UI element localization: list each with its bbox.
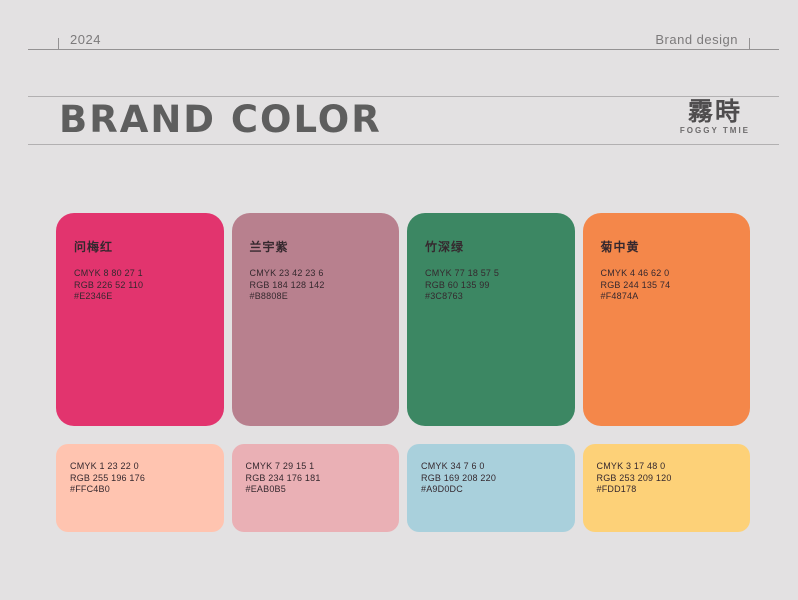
color-swatch-card-small: CMYK 7 29 15 1 RGB 234 176 181 #EAB0B5 <box>231 444 399 532</box>
swatch-cmyk: CMYK 8 80 27 1 <box>74 268 143 278</box>
header-right-tick <box>749 38 750 49</box>
swatch-specs: CMYK 8 80 27 1 RGB 226 52 110 #E2346E <box>74 268 206 303</box>
swatch-specs: CMYK 4 46 62 0 RGB 244 135 74 #F4874A <box>601 268 733 303</box>
header-label: Brand design <box>655 32 738 47</box>
swatch-specs: CMYK 1 23 22 0 RGB 255 196 176 #FFC4B0 <box>70 461 210 496</box>
main-swatch-row: 问梅红 CMYK 8 80 27 1 RGB 226 52 110 #E2346… <box>56 213 750 426</box>
swatch-hex: #F4874A <box>600 291 639 302</box>
swatch-rgb: RGB 60 135 99 <box>425 279 490 290</box>
color-swatch-card-small: CMYK 3 17 48 0 RGB 253 209 120 #FDD178 <box>582 444 750 532</box>
swatch-rgb: RGB 226 52 110 <box>74 279 144 290</box>
brand-logo-cn: 霧時 <box>687 97 742 126</box>
header-left-tick <box>58 38 59 49</box>
swatch-rgb: RGB 234 176 181 <box>245 472 321 483</box>
swatch-rgb: RGB 255 196 176 <box>70 472 146 483</box>
header-rule <box>28 49 779 50</box>
swatch-specs: CMYK 77 18 57 5 RGB 60 135 99 #3C8763 <box>425 268 557 303</box>
secondary-swatch-row: CMYK 1 23 22 0 RGB 255 196 176 #FFC4B0 C… <box>56 444 750 532</box>
swatch-hex: #B8808E <box>249 291 288 302</box>
title-bottom-rule <box>28 144 779 145</box>
brand-logo-en: FOGGY TMIE <box>679 126 750 135</box>
swatch-rgb: RGB 253 209 120 <box>596 472 672 483</box>
swatch-hex: #EAB0B5 <box>245 484 286 495</box>
swatch-specs: CMYK 7 29 15 1 RGB 234 176 181 #EAB0B5 <box>246 461 386 496</box>
brand-logo: 霧時 FOGGY TMIE <box>680 99 750 135</box>
swatch-hex: #FDD178 <box>596 484 637 495</box>
swatch-hex: #E2346E <box>74 291 113 302</box>
color-swatch-card-small: CMYK 1 23 22 0 RGB 255 196 176 #FFC4B0 <box>56 444 224 532</box>
title-top-rule <box>28 96 779 97</box>
color-swatch-card: 竹深绿 CMYK 77 18 57 5 RGB 60 135 99 #3C876… <box>407 213 575 426</box>
color-swatch-card: 菊中黄 CMYK 4 46 62 0 RGB 244 135 74 #F4874… <box>582 213 750 426</box>
swatch-hex: #A9D0DC <box>421 484 463 495</box>
swatch-cmyk: CMYK 1 23 22 0 <box>70 461 139 471</box>
color-swatch-card-small: CMYK 34 7 6 0 RGB 169 208 220 #A9D0DC <box>407 444 575 532</box>
swatch-cmyk: CMYK 77 18 57 5 <box>425 268 500 278</box>
swatch-name: 菊中黄 <box>600 240 640 254</box>
swatch-cmyk: CMYK 3 17 48 0 <box>596 461 666 471</box>
swatch-rgb: RGB 184 128 142 <box>249 279 325 290</box>
color-swatch-card: 兰宇紫 CMYK 23 42 23 6 RGB 184 128 142 #B88… <box>231 213 399 426</box>
swatch-rgb: RGB 244 135 74 <box>600 279 671 290</box>
color-swatch-card: 问梅红 CMYK 8 80 27 1 RGB 226 52 110 #E2346… <box>56 213 224 426</box>
swatch-specs: CMYK 3 17 48 0 RGB 253 209 120 #FDD178 <box>597 461 737 496</box>
swatch-cmyk: CMYK 4 46 62 0 <box>600 268 670 278</box>
swatch-cmyk: CMYK 34 7 6 0 <box>421 461 485 471</box>
swatch-rgb: RGB 169 208 220 <box>421 472 497 483</box>
swatch-cmyk: CMYK 7 29 15 1 <box>245 461 315 471</box>
header-year: 2024 <box>70 32 101 47</box>
page-title: BRAND COLOR <box>59 98 382 141</box>
swatch-name: 兰宇紫 <box>249 240 289 254</box>
swatch-specs: CMYK 23 42 23 6 RGB 184 128 142 #B8808E <box>250 268 382 303</box>
swatch-specs: CMYK 34 7 6 0 RGB 169 208 220 #A9D0DC <box>421 461 561 496</box>
swatch-cmyk: CMYK 23 42 23 6 <box>249 268 324 278</box>
swatch-name: 问梅红 <box>74 240 114 254</box>
swatch-hex: #3C8763 <box>425 291 463 302</box>
swatch-name: 竹深绿 <box>425 240 465 254</box>
swatch-hex: #FFC4B0 <box>70 484 110 495</box>
